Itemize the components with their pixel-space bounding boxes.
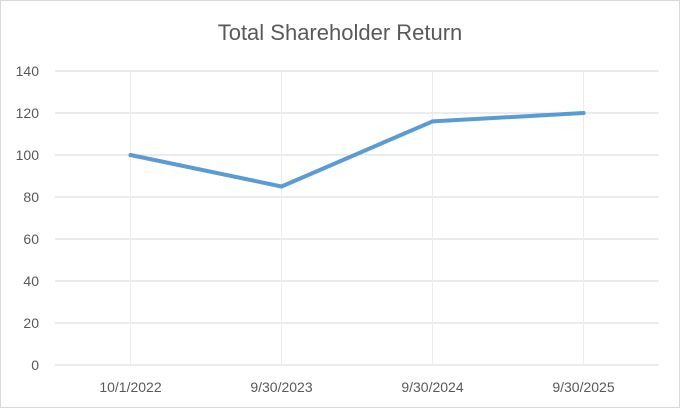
y-tick-label: 100 — [16, 147, 40, 163]
data-point — [279, 184, 284, 189]
y-tick-label: 20 — [23, 315, 39, 331]
y-tick-label: 120 — [16, 105, 40, 121]
y-tick-label: 40 — [23, 273, 39, 289]
data-point — [581, 111, 586, 115]
chart-title: Total Shareholder Return — [218, 20, 463, 45]
series-line — [128, 111, 586, 189]
y-tick-label: 140 — [16, 63, 40, 79]
x-tick-label: 9/30/2023 — [250, 379, 312, 395]
data-point — [430, 119, 435, 124]
y-tick-label: 60 — [23, 231, 39, 247]
y-tick-label: 80 — [23, 189, 39, 205]
data-point — [128, 153, 133, 157]
x-tick-label: 10/1/2022 — [99, 379, 161, 395]
x-tick-label: 9/30/2024 — [401, 379, 463, 395]
x-tick-label: 9/30/2025 — [552, 379, 614, 395]
y-tick-label: 0 — [31, 357, 39, 373]
